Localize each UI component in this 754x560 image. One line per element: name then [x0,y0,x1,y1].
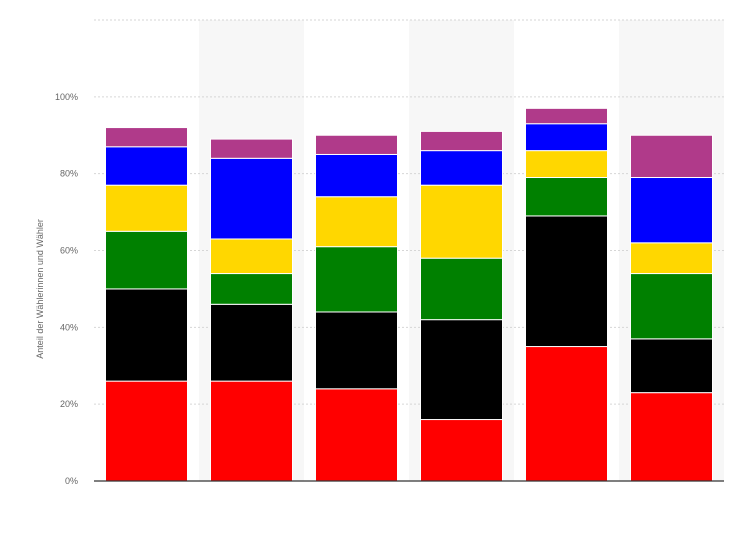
bar-segment [420,319,503,421]
bar-segment [105,230,188,290]
y-axis-title: Anteil der Wählerinnen und Wähler [35,219,45,359]
y-tick-labels: 0% 20% 40% 60% 80% 100% [55,92,78,486]
bar-stack [630,134,713,482]
bar-segment [105,127,188,148]
bar-segment [420,150,503,186]
bar-segment [525,150,608,179]
bar-segment [525,177,608,217]
bar-segment [210,138,293,159]
bar-segment [210,273,293,305]
gridlines [94,19,724,405]
bar-segment [210,380,293,482]
bar-segment [420,130,503,152]
bar-segment [315,153,398,198]
bar-segment [630,134,713,179]
bar-stack [105,127,188,482]
bar-stack [420,130,503,482]
bar-segment [210,238,293,275]
bar-segment [630,273,713,340]
y-tick-label: 40% [60,322,78,332]
bar-segment [420,419,503,482]
bar-segment [420,257,503,321]
bar-segment [525,215,608,348]
bar-segment [210,157,293,240]
bar-segment [630,338,713,394]
y-tick-label: 0% [65,476,78,486]
bar-stack [315,134,398,482]
bar-segment [315,134,398,155]
bar-segment [105,288,188,382]
bar-segment [105,146,188,186]
bar-segment [630,392,713,482]
y-tick-label: 20% [60,399,78,409]
bar-segment [315,246,398,313]
bar-segment [630,177,713,244]
bar-segment [420,184,503,259]
bar-segment [105,184,188,232]
bar-segment [525,123,608,152]
bar-segment [315,311,398,390]
bar-segment [315,388,398,482]
bar-segment [210,303,293,382]
bar-segment [525,107,608,125]
y-tick-label: 60% [60,246,78,256]
bar-segment [105,380,188,482]
bar-segment [525,346,608,482]
bar-stack [210,138,293,482]
y-tick-label: 100% [55,92,78,102]
bar-segment [315,196,398,248]
bar-stack [525,107,608,482]
bars [105,107,713,482]
y-tick-label: 80% [60,169,78,179]
bar-segment [630,242,713,275]
